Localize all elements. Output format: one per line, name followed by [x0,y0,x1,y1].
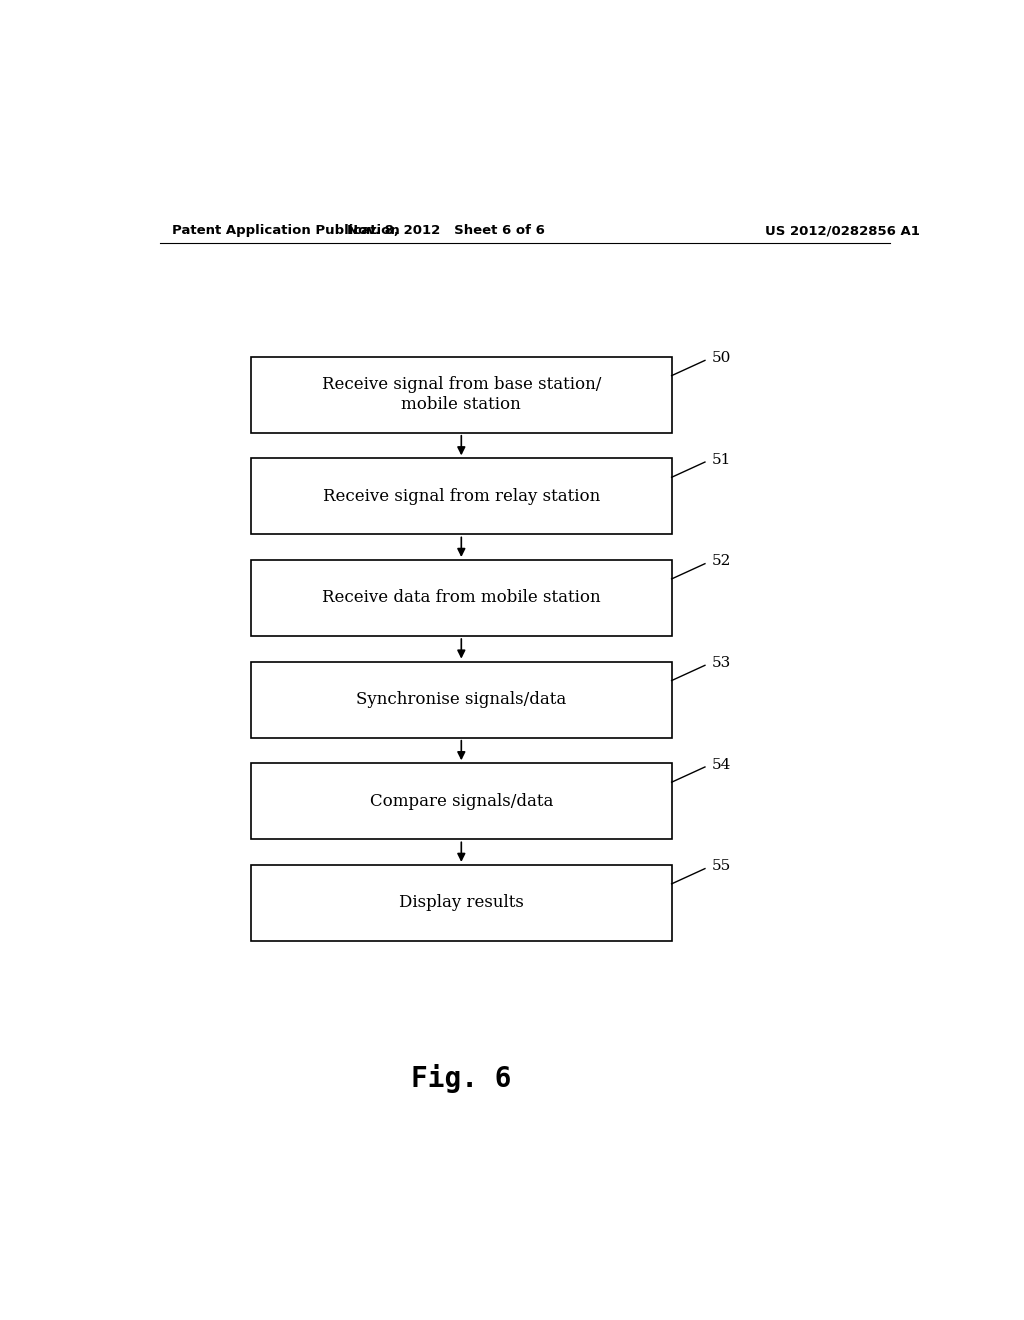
Text: Patent Application Publication: Patent Application Publication [172,224,399,238]
Bar [251,560,672,636]
Text: Fig. 6: Fig. 6 [411,1064,512,1093]
Text: 51: 51 [712,453,731,467]
Text: Nov. 8, 2012   Sheet 6 of 6: Nov. 8, 2012 Sheet 6 of 6 [346,224,545,238]
Bar [251,356,672,433]
Text: Receive data from mobile station: Receive data from mobile station [322,590,601,606]
Bar [251,661,672,738]
Text: 53: 53 [712,656,730,671]
Text: Receive signal from relay station: Receive signal from relay station [323,488,600,504]
Text: Compare signals/data: Compare signals/data [370,793,553,809]
Text: 50: 50 [712,351,731,366]
Bar [251,865,672,941]
Text: Synchronise signals/data: Synchronise signals/data [356,692,566,708]
Bar [251,458,672,535]
Text: 55: 55 [712,859,730,874]
Text: 54: 54 [712,758,731,772]
Text: Display results: Display results [399,895,523,911]
Bar [251,763,672,840]
Text: 52: 52 [712,554,731,569]
Text: Receive signal from base station/
mobile station: Receive signal from base station/ mobile… [322,376,601,413]
Text: US 2012/0282856 A1: US 2012/0282856 A1 [765,224,920,238]
